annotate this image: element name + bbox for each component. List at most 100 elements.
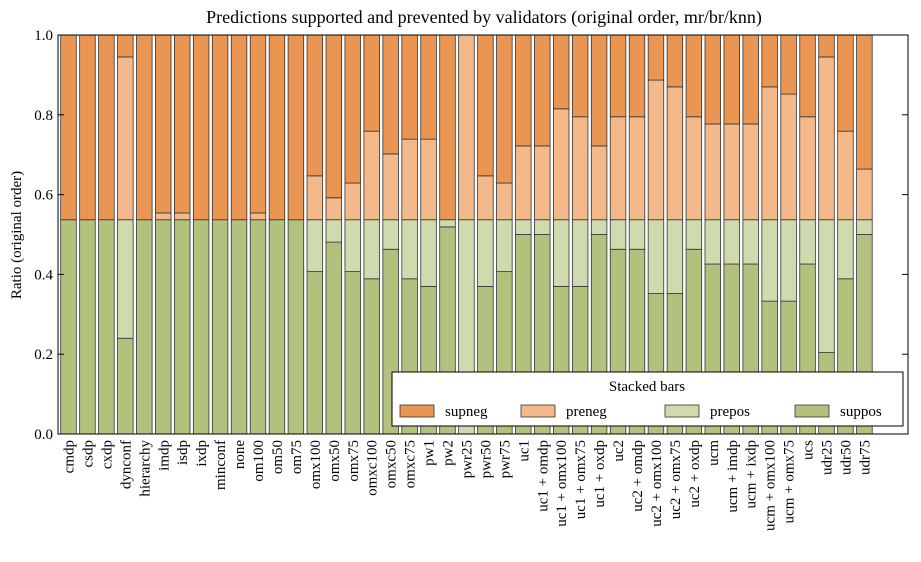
bar-segment [325,219,343,243]
bar-segment [363,219,380,280]
bar-segment [60,34,77,221]
bar-segment [268,219,286,435]
bar-segment [211,34,229,221]
bar-segment [117,219,134,339]
bar-segment [534,219,551,235]
bar-segment [306,219,324,273]
bar-segment [477,34,494,177]
bar-segment [439,219,456,228]
bar-segment [173,212,191,221]
x-tick-label: imdp [156,440,172,471]
y-tick-label: 0.6 [34,188,53,204]
bar-segment [192,34,210,221]
bar-segment [136,219,153,435]
bar-segment [420,219,437,287]
bar-segment [723,34,740,125]
x-tick-label: omx75 [346,440,362,482]
bar-segment [856,219,873,235]
bar-segment [382,34,399,155]
bar-segment [515,219,532,235]
x-tick-label: isdp [175,440,191,465]
bar-segment [496,219,513,273]
x-tick-label: pw1 [422,440,438,466]
bar-segment [268,34,286,221]
bar-segment [344,219,361,273]
bar-segment [590,219,608,235]
bar-segment [742,219,759,265]
bar-segment [401,219,418,280]
bar-segment [628,116,646,221]
bar-segment [117,34,134,58]
x-tick-label: uc1 + oxdp [592,440,608,508]
x-tick-label: minconf [213,440,229,490]
x-tick-label: cxdp [99,440,115,469]
x-tick-label: uc1 + omdp [535,440,551,512]
bar-segment [647,79,665,221]
bar-segment [98,34,115,221]
bar-segment [287,34,305,221]
bar-segment [306,34,324,177]
legend-swatch [664,404,700,418]
x-tick-label: ixdp [194,440,210,467]
bar-segment [382,153,399,221]
x-tick-label: uc1 + omx75 [573,440,589,519]
bar-segment [136,34,153,221]
x-tick-label: cmdp [62,440,78,473]
bar-segment [553,108,570,221]
bar-segment [534,145,551,221]
x-tick-label: uc2 [611,440,627,462]
bar-segment [477,219,494,287]
bar-segment [230,34,248,221]
bar-segment [155,34,172,214]
bar-segment [723,219,740,265]
bar-segment [553,219,570,287]
x-tick-label: omxc100 [365,440,381,496]
bar-segment [306,175,324,221]
legend: Stacked bars supneg preneg prepos suppos [391,371,904,427]
x-tick-label: pwr50 [478,440,494,478]
bar-segment [117,56,134,221]
bar-segment [98,219,115,435]
bar-segment [761,34,778,88]
bar-segment [647,34,665,81]
bar-segment [534,34,551,147]
y-axis-label: Ratio (original order) [9,171,25,299]
bar-segment [192,219,210,435]
bar-segment [117,337,134,435]
y-tick-label: 1.0 [34,28,53,44]
x-tick-label: ucm + omx75 [782,440,798,523]
x-tick-label: uc1 [516,440,532,462]
bar-segment [344,34,361,184]
bar-segment [704,34,722,125]
y-tick-label: 0.2 [34,347,53,363]
bar-segment [628,34,646,118]
bar-segment [155,219,172,435]
bar-segment [856,168,873,221]
bar-segment [249,212,267,221]
bar-segment [704,219,722,265]
bar-segment [79,219,96,435]
bar-segment [799,219,816,265]
bar-segment [79,34,96,221]
bar-segment [837,130,854,221]
bar-segment [439,34,456,221]
bar-segment [837,219,854,280]
bar-segment [230,219,248,435]
bar-segment [344,271,361,435]
x-tick-label: om100 [251,440,267,482]
legend-swatch [794,404,830,418]
bar-segment [780,34,797,95]
x-tick-label: om75 [289,440,305,474]
bar-segment [799,116,816,221]
bar-segment [666,34,684,88]
x-tick-label: uc2 + omx100 [649,440,665,527]
x-tick-label: omx100 [308,440,324,489]
y-tick-label: 0.8 [34,108,53,124]
legend-title: Stacked bars [609,379,685,395]
bar-segment [837,34,854,132]
y-tick-label: 0.0 [34,427,53,443]
bar-segment [173,34,191,214]
x-tick-label: pwr75 [497,440,513,478]
x-tick-label: omxc50 [384,440,400,488]
